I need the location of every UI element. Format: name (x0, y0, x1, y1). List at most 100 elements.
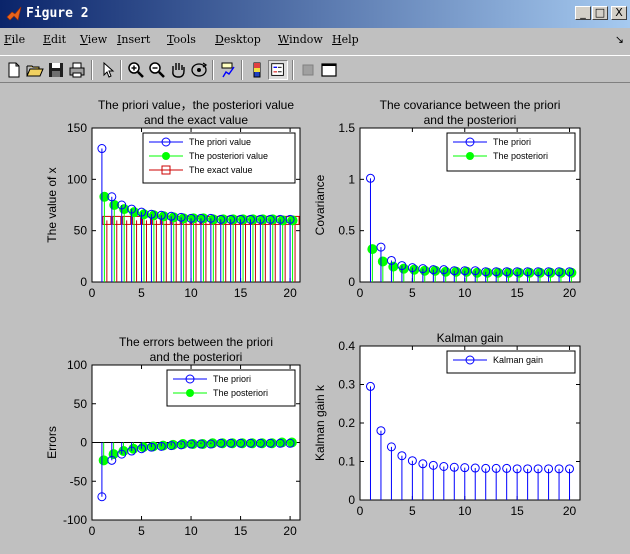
y-tick-label: 0.2 (338, 416, 355, 430)
chart-title-line: and the posteriori (424, 113, 517, 127)
data-point (112, 215, 122, 225)
menu-edit[interactable]: Edit (43, 33, 66, 47)
menu-tools[interactable]: Tools (167, 33, 196, 47)
menu-edit-mnemonic: E (43, 33, 52, 46)
data-point (196, 213, 206, 223)
data-point (245, 438, 255, 448)
legend-label: The posteriori (213, 388, 268, 398)
series-1 (97, 144, 295, 282)
rotate-3d-icon[interactable] (189, 60, 209, 80)
menu-file-mnemonic: F (4, 33, 12, 46)
data-point (236, 214, 246, 224)
data-point (502, 463, 512, 473)
data-point (97, 492, 107, 502)
title-bar[interactable]: Figure 2 _ □ X (0, 0, 630, 28)
minimize-button[interactable]: _ (575, 6, 591, 20)
data-point (117, 449, 127, 459)
chart-title-line: The errors between the priori (119, 335, 273, 349)
menu-overflow-icon[interactable]: ↘ (614, 33, 624, 46)
grid-icon[interactable] (298, 60, 318, 80)
menu-insert[interactable]: Insert (117, 33, 150, 47)
save-icon[interactable] (46, 60, 66, 80)
zoom-in-icon[interactable] (126, 60, 146, 80)
data-point (449, 266, 459, 276)
data-point (502, 267, 512, 277)
figure-canvas: The priori value，the posteriori valueand… (45, 98, 581, 538)
data-point (470, 463, 480, 473)
print-icon[interactable] (67, 60, 87, 80)
data-point (137, 207, 147, 217)
x-tick-label: 20 (283, 286, 297, 300)
data-point (554, 464, 564, 474)
pointer-icon[interactable] (97, 60, 117, 80)
maximize-button[interactable]: □ (592, 6, 608, 20)
menu-help-mnemonic: H (332, 33, 342, 46)
open-folder-icon[interactable] (25, 60, 45, 80)
data-point (265, 214, 275, 224)
data-point (216, 214, 226, 224)
menu-insert-label: nsert (121, 33, 151, 46)
data-point (386, 442, 396, 452)
subplot-1: The priori value，the posteriori valueand… (45, 98, 301, 300)
chart-title-line: and the exact value (144, 113, 248, 127)
menu-file[interactable]: File (4, 33, 25, 47)
legend-label: Kalman gain (493, 355, 543, 365)
data-point (128, 443, 139, 454)
colorbar-icon[interactable] (247, 60, 267, 80)
x-tick-label: 10 (184, 524, 198, 538)
legend-box (446, 132, 576, 172)
data-point (206, 439, 216, 449)
y-tick-label: 0 (348, 275, 355, 289)
data-point (166, 211, 176, 221)
data-point (226, 214, 236, 224)
x-tick-label: 10 (184, 286, 198, 300)
plot-tools-icon[interactable] (319, 60, 339, 80)
menu-desktop[interactable]: Desktop (215, 33, 261, 47)
data-point (376, 426, 386, 436)
legend-marker (185, 374, 195, 384)
close-button[interactable]: X (611, 6, 627, 20)
data-point (377, 256, 388, 267)
menu-help[interactable]: Help (332, 33, 359, 47)
data-point (156, 210, 166, 220)
zoom-out-icon[interactable] (147, 60, 167, 80)
menu-window[interactable]: Window (278, 33, 323, 47)
data-point (365, 381, 375, 391)
data-point (102, 215, 112, 225)
data-point (98, 455, 109, 466)
legend-label: The posteriori (493, 151, 548, 161)
menu-desktop-label: esktop (223, 33, 261, 46)
x-tick-label: 0 (357, 286, 364, 300)
data-point (428, 460, 438, 470)
toolbar-separator (91, 60, 93, 80)
new-file-icon[interactable] (4, 60, 24, 80)
data-point (236, 438, 246, 448)
pan-hand-icon[interactable] (168, 60, 188, 80)
y-tick-label: 50 (74, 224, 88, 238)
toolbar-separator (120, 60, 122, 80)
y-tick-label: -50 (70, 474, 88, 488)
menu-view[interactable]: View (80, 33, 107, 47)
menu-insert-mnemonic: I (117, 33, 122, 46)
data-point (255, 214, 265, 224)
x-tick-label: 0 (89, 286, 96, 300)
legend-icon[interactable] (268, 60, 288, 80)
data-point (275, 214, 285, 224)
data-point (491, 267, 501, 277)
y-axis-label: The value of x (45, 167, 59, 242)
data-point (419, 265, 430, 276)
data-point (156, 441, 166, 451)
data-cursor-icon[interactable] (218, 60, 238, 80)
menu-file-label: ile (11, 33, 26, 46)
data-point (409, 264, 420, 275)
y-tick-label: 0.3 (338, 378, 355, 392)
data-point (117, 200, 127, 210)
data-point (472, 267, 483, 278)
subplot-4: Kalman gain Kalman gain k 0 5 10 15 20 0 0.1 0.2 0… (313, 331, 581, 518)
legend-box (166, 369, 296, 407)
x-tick-label: 20 (563, 286, 577, 300)
y-tick-label: 0.4 (338, 339, 355, 353)
data-point (523, 267, 533, 277)
data-point (186, 439, 196, 449)
